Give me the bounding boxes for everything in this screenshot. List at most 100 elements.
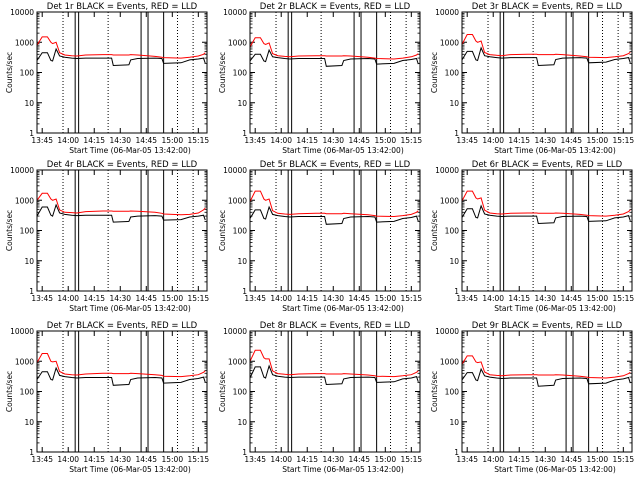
lld-series-line: [249, 37, 419, 60]
y-tick-label: 1000: [15, 38, 34, 47]
x-axis-label: Start Time (06-Mar-05 13:42:00): [282, 146, 404, 155]
plot-frame: [36, 11, 208, 134]
x-tick-label: 14:00: [57, 136, 79, 145]
x-tick-label: 14:00: [57, 294, 79, 303]
y-axis-label: Counts/sec: [430, 371, 439, 412]
x-tick-label: 13:45: [31, 455, 53, 464]
lld-series-line: [249, 349, 419, 378]
x-tick-label: 14:30: [322, 294, 344, 303]
x-tick-label: 14:00: [482, 294, 504, 303]
x-axis-label: Start Time (06-Mar-05 13:42:00): [282, 465, 404, 474]
lld-series-line: [461, 190, 631, 217]
x-tick-label: 14:45: [348, 455, 370, 464]
x-tick-label: 15:00: [586, 136, 608, 145]
y-axis-label: Counts/sec: [218, 52, 227, 93]
x-tick-label: 14:15: [508, 455, 530, 464]
lld-series-line: [36, 36, 206, 59]
chart-panel: Det 1r BLACK = Events, RED = LLD 1 10 100 10…: [5, 2, 209, 155]
events-series-line: [249, 364, 419, 386]
x-tick-label: 15:00: [586, 455, 608, 464]
x-tick-label: 14:15: [83, 294, 105, 303]
chart-panel: Det 8r BLACK = Events, RED = LLD 1 10 100 10…: [218, 321, 422, 474]
chart-title: Det 1r BLACK = Events, RED = LLD: [47, 2, 198, 12]
x-axis-label: Start Time (06-Mar-05 13:42:00): [494, 465, 616, 474]
plot-frame: [249, 11, 421, 134]
x-tick-label: 14:00: [270, 136, 292, 145]
plot-frame: [461, 330, 633, 453]
x-tick-label: 14:00: [270, 455, 292, 464]
y-tick-label: 1000: [228, 357, 247, 366]
y-tick-label: 1: [242, 287, 247, 296]
y-tick-label: 10: [237, 99, 247, 108]
y-tick-label: 100: [20, 388, 35, 397]
x-tick-label: 15:00: [161, 136, 183, 145]
x-tick-label: 14:15: [508, 136, 530, 145]
y-tick-label: 1: [242, 129, 247, 138]
x-axis-label: Start Time (06-Mar-05 13:42:00): [69, 146, 191, 155]
x-tick-label: 14:00: [482, 136, 504, 145]
x-tick-label: 13:45: [244, 455, 266, 464]
x-tick-label: 14:45: [560, 455, 582, 464]
x-tick-label: 13:45: [456, 455, 478, 464]
x-tick-label: 13:45: [244, 136, 266, 145]
y-tick-label: 100: [233, 388, 248, 397]
x-tick-label: 13:45: [31, 136, 53, 145]
chart-panel: Det 6r BLACK = Events, RED = LLD 1 10 100 10…: [430, 160, 634, 313]
y-tick-label: 1000: [228, 196, 247, 205]
y-tick-label: 100: [20, 69, 35, 78]
y-tick-label: 10: [449, 257, 459, 266]
y-tick-label: 1000: [440, 357, 459, 366]
events-series-line: [36, 366, 206, 386]
x-tick-label: 15:15: [613, 455, 635, 464]
x-tick-label: 14:15: [296, 455, 318, 464]
x-tick-label: 14:30: [534, 294, 556, 303]
y-tick-label: 10: [237, 257, 247, 266]
x-tick-label: 14:45: [135, 136, 157, 145]
y-axis-label: Counts/sec: [5, 210, 14, 251]
x-axis-label: Start Time (06-Mar-05 13:42:00): [69, 304, 191, 313]
x-tick-label: 15:15: [401, 455, 423, 464]
y-tick-label: 1: [29, 129, 34, 138]
y-tick-label: 100: [233, 69, 248, 78]
x-tick-label: 13:45: [244, 294, 266, 303]
y-tick-label: 10: [24, 257, 34, 266]
chart-title: Det 7r BLACK = Events, RED = LLD: [47, 321, 198, 331]
y-tick-label: 100: [233, 227, 248, 236]
chart-panel: Det 4r BLACK = Events, RED = LLD 1 10 100 10…: [5, 160, 209, 313]
x-tick-label: 14:00: [482, 455, 504, 464]
y-tick-label: 1000: [15, 357, 34, 366]
y-axis-label: Counts/sec: [5, 52, 14, 93]
events-series-line: [249, 48, 419, 67]
y-tick-label: 10000: [10, 327, 34, 336]
y-tick-label: 100: [20, 227, 35, 236]
y-axis-label: Counts/sec: [218, 371, 227, 412]
y-tick-label: 10000: [223, 8, 247, 17]
chart-title: Det 4r BLACK = Events, RED = LLD: [47, 160, 198, 170]
events-series-line: [461, 204, 631, 225]
x-tick-label: 15:15: [188, 294, 210, 303]
y-tick-label: 10000: [435, 8, 459, 17]
y-tick-label: 10000: [10, 8, 34, 17]
chart-panel: Det 5r BLACK = Events, RED = LLD 1 10 100 10…: [218, 160, 422, 313]
x-tick-label: 14:30: [109, 455, 131, 464]
chart-panel: Det 7r BLACK = Events, RED = LLD 1 10 100 10…: [5, 321, 209, 474]
x-tick-label: 14:45: [348, 136, 370, 145]
y-tick-label: 1: [242, 448, 247, 457]
x-tick-label: 14:30: [322, 455, 344, 464]
y-tick-label: 10000: [223, 166, 247, 175]
x-tick-label: 14:00: [270, 294, 292, 303]
x-tick-label: 14:30: [534, 455, 556, 464]
x-tick-label: 14:15: [83, 455, 105, 464]
y-tick-label: 1000: [228, 38, 247, 47]
y-tick-label: 1: [29, 287, 34, 296]
x-tick-label: 15:15: [188, 136, 210, 145]
plot-frame: [36, 169, 208, 292]
chart-title: Det 6r BLACK = Events, RED = LLD: [472, 160, 623, 170]
x-tick-label: 14:15: [296, 294, 318, 303]
events-series-line: [461, 367, 631, 387]
y-tick-label: 10000: [435, 327, 459, 336]
x-tick-label: 14:30: [534, 136, 556, 145]
chart-panel: Det 3r BLACK = Events, RED = LLD 1 10 100 10…: [430, 2, 634, 155]
x-tick-label: 14:45: [135, 455, 157, 464]
